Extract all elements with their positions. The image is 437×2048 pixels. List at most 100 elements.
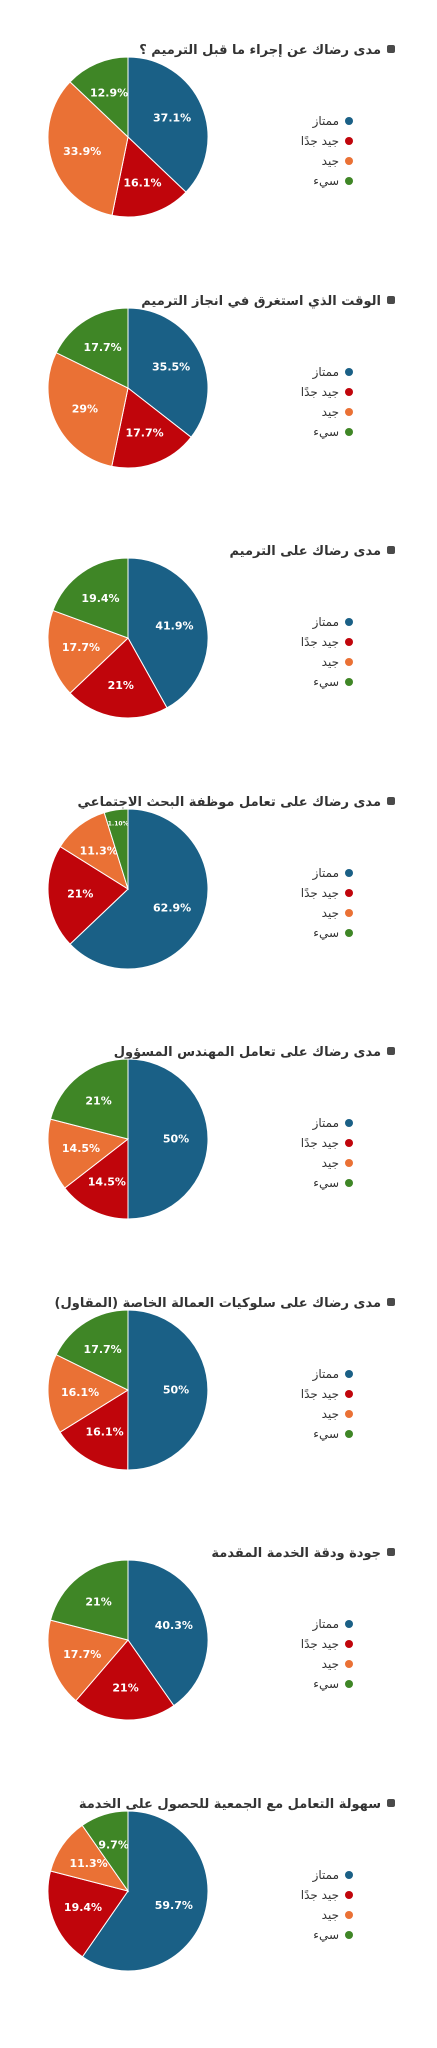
legend-dot-icon xyxy=(345,1660,353,1668)
slice-label: 12.9% xyxy=(90,86,128,99)
chart-title: مدى رضاك عن إجراء ما قبل الترميم ؟ xyxy=(10,41,395,61)
pie-chart: 35.5% 17.7% 29% 17.7% xyxy=(47,306,209,468)
chart-legend: ممتاز جيد جدًا جيد سيء xyxy=(301,111,353,191)
legend-item: جيد جدًا xyxy=(301,883,353,903)
legend-label: ممتاز xyxy=(312,1366,339,1381)
legend-item: جيد xyxy=(301,402,353,422)
pie-slice-excellent xyxy=(81,1809,209,1971)
legend-item: جيد xyxy=(301,903,353,923)
legend-item: جيد جدًا xyxy=(301,1885,353,1905)
pie-slice-excellent xyxy=(127,1308,209,1471)
chart-legend: ممتاز جيد جدًا جيد سيء xyxy=(301,362,353,442)
legend-dot-icon xyxy=(345,1179,353,1187)
title-bullet-icon xyxy=(387,295,395,304)
pie-slice-good xyxy=(47,1619,129,1702)
legend-label: جيد xyxy=(321,154,339,168)
chart-title: مدى رضاك على تعامل موظفة البحث الاجتماعي xyxy=(10,793,395,813)
legend-dot-icon xyxy=(345,1159,353,1167)
legend-dot-icon xyxy=(345,177,353,185)
legend-label: جيد جدًا xyxy=(300,1637,339,1651)
legend-label: سيء xyxy=(313,1176,339,1190)
pie-chart: 50% 14.5% 14.5% 21% xyxy=(47,1058,209,1220)
legend-item: سيء xyxy=(301,1674,353,1694)
chart-legend: ممتاز جيد جدًا جيد سيء xyxy=(301,1364,353,1444)
legend-item: سيء xyxy=(301,422,353,442)
legend-dot-icon xyxy=(345,1369,353,1378)
chart-legend: ممتاز جيد جدًا جيد سيء xyxy=(301,863,353,943)
legend-item: سيء xyxy=(301,672,353,692)
legend-item: ممتاز xyxy=(301,1865,353,1885)
pie-slice-good xyxy=(47,81,129,216)
slice-label: 19.4% xyxy=(64,1901,102,1914)
legend-dot-icon xyxy=(345,157,353,165)
title-bullet-icon xyxy=(387,796,395,805)
legend-label: ممتاز xyxy=(312,1116,339,1130)
chart-title-text: مدى رضاك على الترميم xyxy=(229,544,381,559)
legend-label: ممتاز xyxy=(312,114,339,128)
pie-slice-good xyxy=(47,1353,130,1433)
legend-dot-icon xyxy=(345,1620,353,1628)
chart-legend: ممتاز جيد جدًا جيد سيء xyxy=(301,1614,353,1694)
pie-slice-bad xyxy=(55,306,129,389)
chart-title-text: الوقت الذي استغرق في انجاز الترميم xyxy=(141,293,381,309)
slice-label: 50% xyxy=(163,1133,189,1146)
legend-dot-icon xyxy=(345,1870,353,1879)
slice-label: 40.3% xyxy=(155,1619,193,1632)
pie-slice-bad xyxy=(52,557,129,639)
legend-label: سيء xyxy=(313,925,339,940)
pie-slice-very-good xyxy=(47,845,129,945)
legend-item: جيد جدًا xyxy=(301,632,353,652)
chart-panel: سهولة التعامل مع الجمعية للحصول على الخد… xyxy=(0,1754,437,2004)
legend-dot-icon xyxy=(345,1139,353,1147)
slice-label: 14.5% xyxy=(62,1142,100,1155)
legend-item: ممتاز xyxy=(301,1614,353,1634)
pie-slice-excellent xyxy=(127,557,209,709)
chart-legend: ممتاز جيد جدًا جيد سيء xyxy=(301,1113,353,1193)
pie-slice-excellent xyxy=(69,807,209,969)
legend-item: جيد جدًا xyxy=(301,1384,353,1404)
legend-dot-icon xyxy=(345,678,353,686)
legend-dot-icon xyxy=(345,1680,353,1688)
legend-dot-icon xyxy=(345,868,353,877)
legend-label: ممتاز xyxy=(312,865,339,880)
legend-item: سيء xyxy=(301,1925,353,1945)
legend-label: جيد xyxy=(321,905,339,920)
slice-label: 17.7% xyxy=(62,641,100,654)
pie-slice-excellent xyxy=(127,56,209,193)
legend-label: ممتاز xyxy=(312,364,339,379)
legend-label: سيء xyxy=(313,174,339,188)
slice-label: 33.9% xyxy=(63,145,101,158)
legend-item: جيد جدًا xyxy=(301,1634,353,1654)
title-bullet-icon xyxy=(387,1798,395,1807)
pie-chart: 40.3% 21% 17.7% 21% xyxy=(47,1559,209,1721)
slice-label: 1.10% xyxy=(108,820,129,827)
chart-panel: جودة ودقة الخدمة المقدمة 40.3% 21% 17.7% 21%… xyxy=(0,1503,437,1753)
legend-dot-icon xyxy=(345,638,353,646)
legend-item: ممتاز xyxy=(301,863,353,883)
legend-label: ممتاز xyxy=(312,615,339,629)
pie-slice-very-good xyxy=(64,1137,129,1220)
legend-dot-icon xyxy=(345,1640,353,1648)
pie-slice-very-good xyxy=(47,1869,129,1957)
legend-dot-icon xyxy=(345,1930,353,1939)
legend-label: جيد xyxy=(321,1907,339,1922)
legend-item: جيد جدًا xyxy=(301,1133,353,1153)
legend-label: ممتاز xyxy=(312,1867,339,1882)
chart-title-text: مدى رضاك على تعامل المهندس المسؤول xyxy=(113,1045,381,1060)
legend-dot-icon xyxy=(345,1119,353,1127)
legend-label: جيد xyxy=(321,1156,339,1170)
legend-dot-icon xyxy=(345,1389,353,1398)
pie-chart: 59.7% 19.4% 11.3% 9.7% xyxy=(47,1809,209,1971)
legend-item: جيد xyxy=(301,1654,353,1674)
legend-dot-icon xyxy=(345,117,353,125)
chart-panel: مدى رضاك على تعامل موظفة البحث الاجتماعي… xyxy=(0,752,437,1002)
chart-legend: ممتاز جيد جدًا جيد سيء xyxy=(301,1865,353,1945)
legend-dot-icon xyxy=(345,1910,353,1919)
chart-panel: الوقت الذي استغرق في انجاز الترميم 35.5% 1… xyxy=(0,251,437,501)
chart-title-text: جودة ودقة الخدمة المقدمة xyxy=(211,1546,381,1561)
legend-item: سيء xyxy=(301,1424,353,1444)
slice-label: 14.5% xyxy=(88,1176,126,1189)
legend-label: سيء xyxy=(313,1927,339,1942)
chart-panel: مدى رضاك على الترميم 41.9% 21% 17.7% 19.4% مم… xyxy=(0,501,437,751)
